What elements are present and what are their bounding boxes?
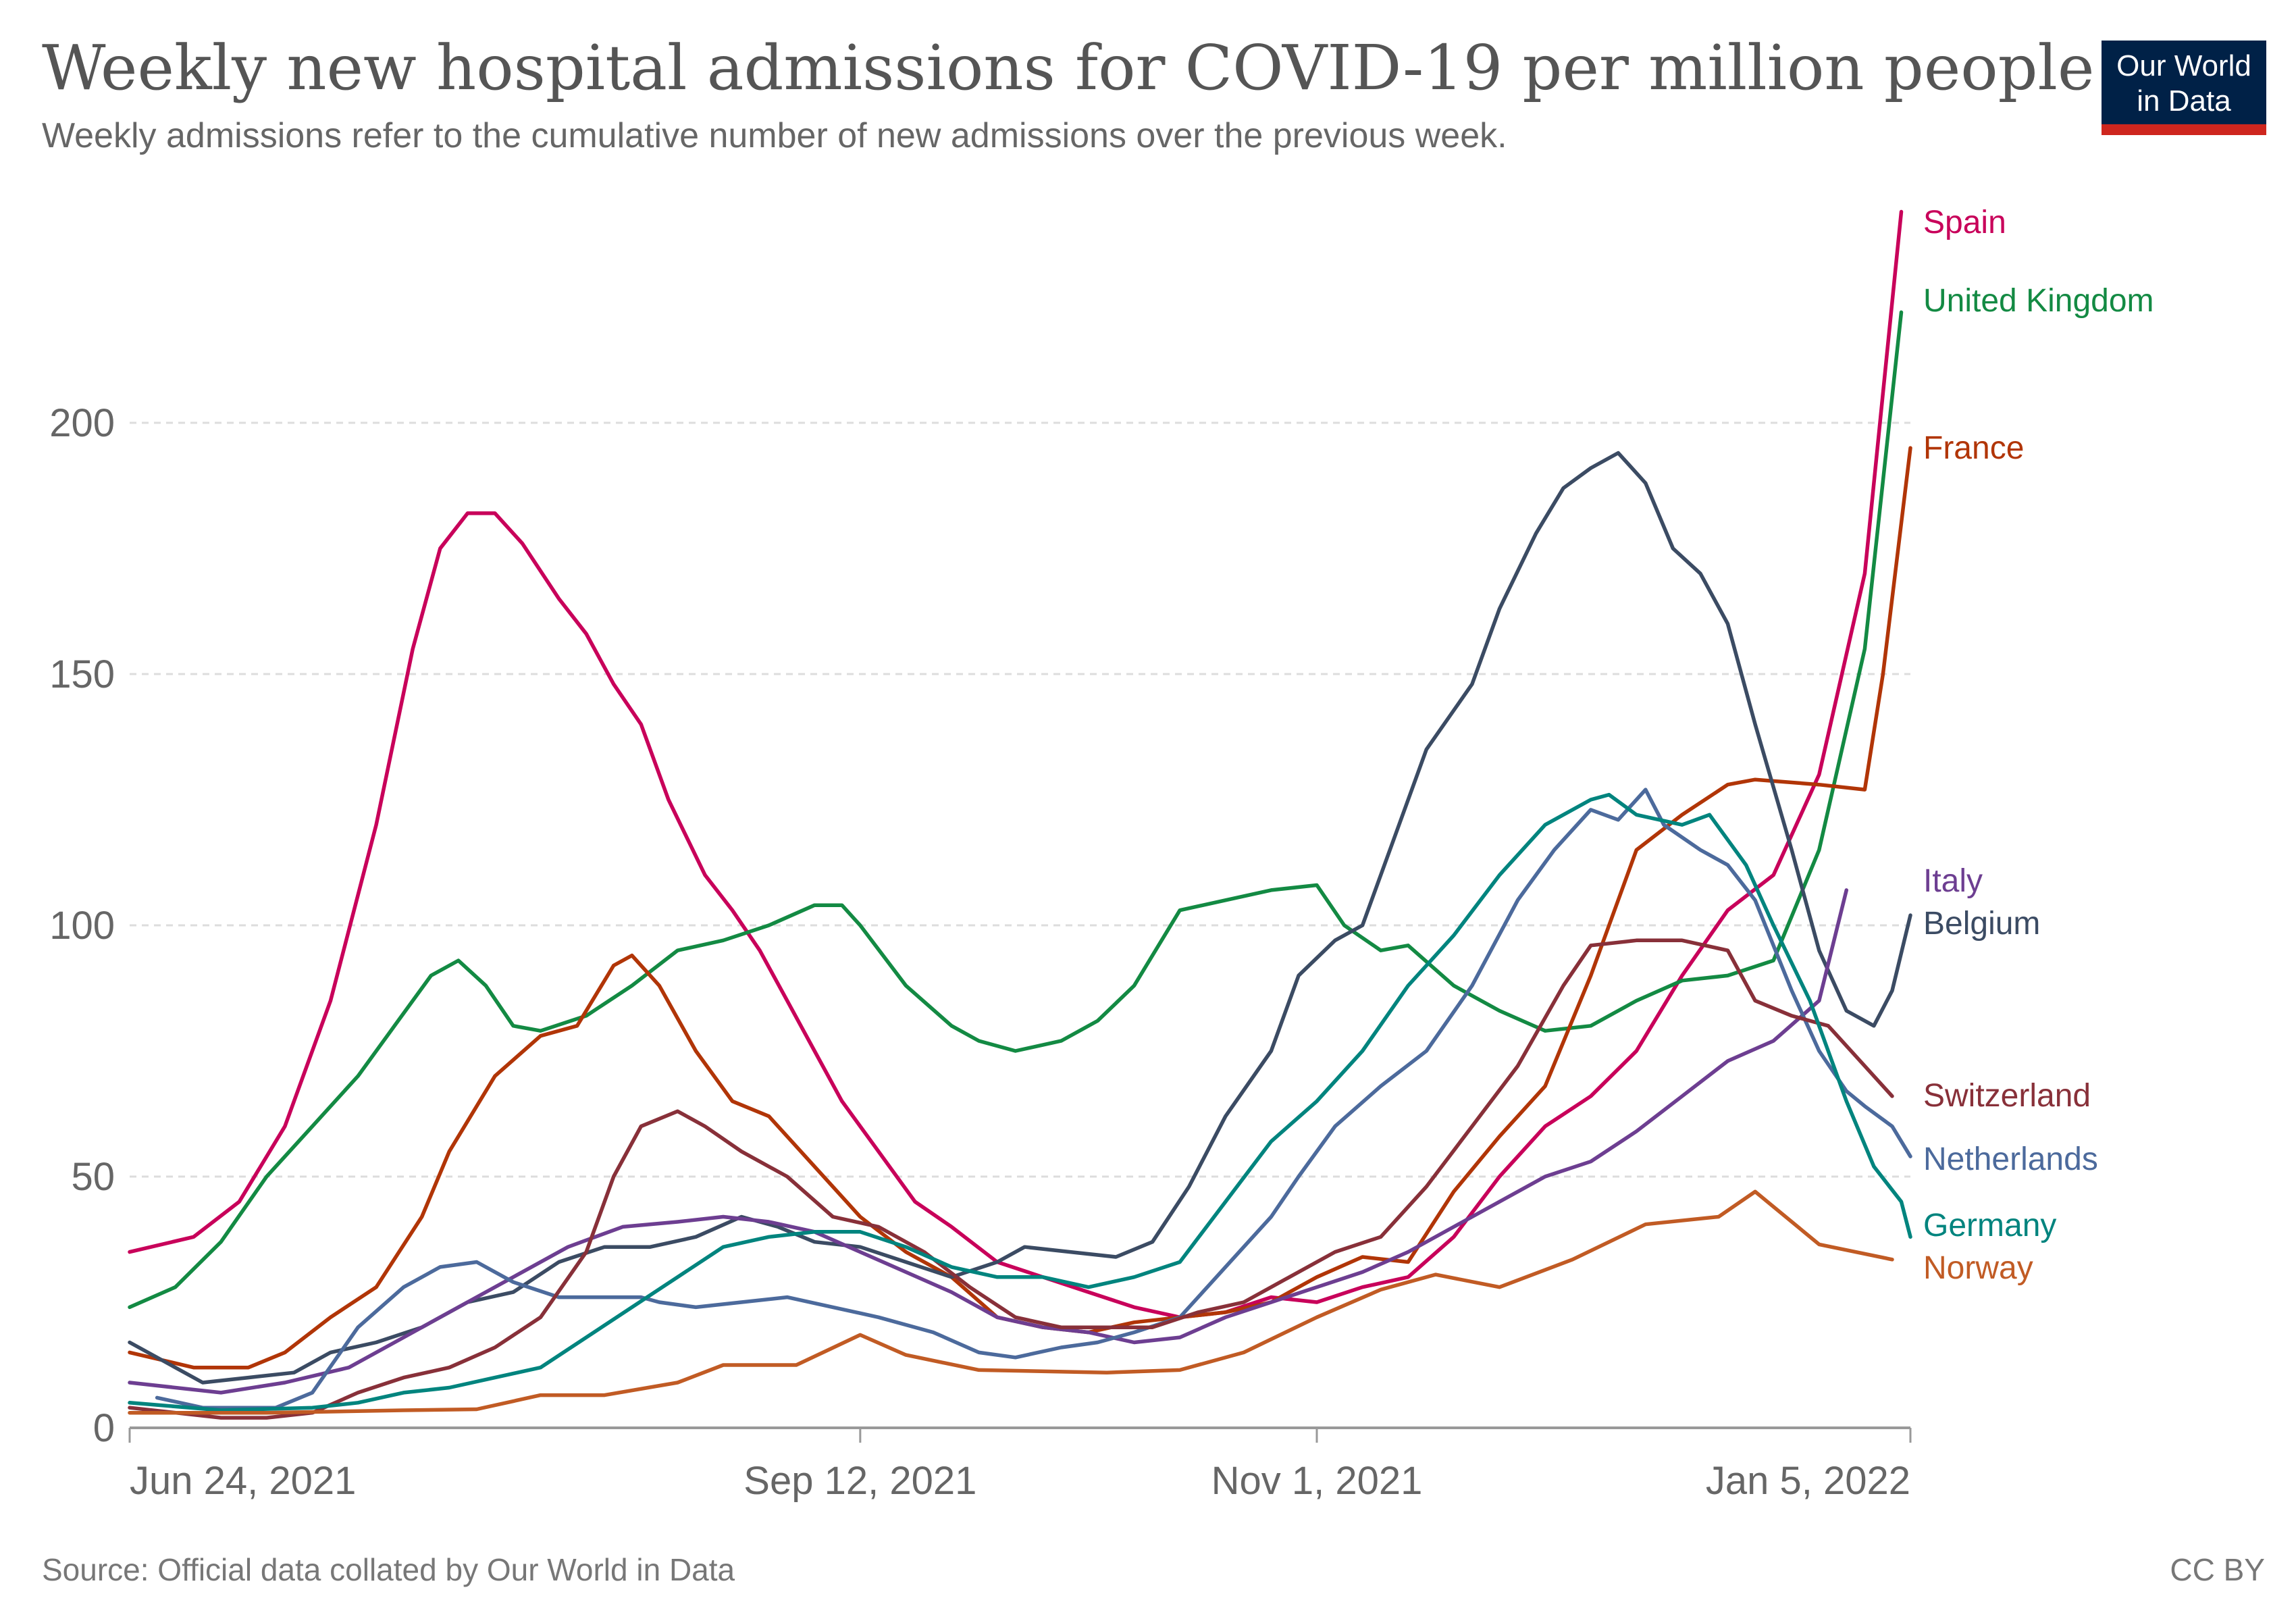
series-line-united-kingdom <box>128 310 1904 1310</box>
series-label-spain: Spain <box>1923 205 2006 240</box>
y-tick-label-150: 150 <box>49 652 115 696</box>
chart-title: Weekly new hospital admissions for COVID… <box>42 32 2094 104</box>
x-tick-label-3: Jan 5, 2022 <box>1706 1459 1910 1503</box>
axes: 0 50 100 150 200 Jun 24, 2021 Sep 12, 2021 Nov … <box>49 401 1912 1503</box>
series-line-france <box>128 446 1912 1370</box>
logo-background <box>2102 41 2266 124</box>
gridlines <box>130 421 1910 1178</box>
logo-accent-bar <box>2102 124 2266 135</box>
license-link[interactable]: CC BY <box>2170 1552 2265 1587</box>
series-line-belgium <box>128 451 1912 1385</box>
y-tick-label-0: 0 <box>93 1406 115 1450</box>
logo-line1: Our World <box>2116 49 2251 82</box>
x-tick-label-1: Sep 12, 2021 <box>743 1459 976 1503</box>
y-tick-label-200: 200 <box>49 401 115 445</box>
series-label-netherlands: Netherlands <box>1923 1141 2098 1177</box>
series-label-germany: Germany <box>1923 1208 2056 1243</box>
series-line-germany <box>128 792 1912 1412</box>
series-labels: Spain United Kingdom France Belgium Italy Net… <box>1923 205 2154 1286</box>
series-line-norway <box>128 1189 1894 1415</box>
series-line-italy <box>128 888 1849 1395</box>
series-label-norway: Norway <box>1923 1250 2033 1286</box>
owid-logo[interactable]: Our World in Data <box>2102 41 2266 135</box>
series-line-switzerland <box>128 938 1894 1420</box>
series-line-netherlands <box>155 788 1912 1410</box>
x-tick-label-2: Nov 1, 2021 <box>1211 1459 1423 1503</box>
chart-subtitle: Weekly admissions refer to the cumulativ… <box>42 116 1507 155</box>
y-tick-label-100: 100 <box>49 904 115 948</box>
source-note: Source: Official data collated by Our Wo… <box>42 1552 735 1587</box>
series-lines <box>128 209 1912 1420</box>
series-label-switzerland: Switzerland <box>1923 1078 2091 1114</box>
series-label-italy: Italy <box>1923 863 1983 899</box>
series-label-united-kingdom: United Kingdom <box>1923 283 2154 319</box>
series-label-belgium: Belgium <box>1923 906 2040 942</box>
y-tick-label-50: 50 <box>71 1155 115 1199</box>
series-line-spain <box>128 209 1904 1320</box>
logo-line2: in Data <box>2137 84 2231 118</box>
series-label-france: France <box>1923 430 2024 466</box>
x-tick-label-0: Jun 24, 2021 <box>130 1459 356 1503</box>
